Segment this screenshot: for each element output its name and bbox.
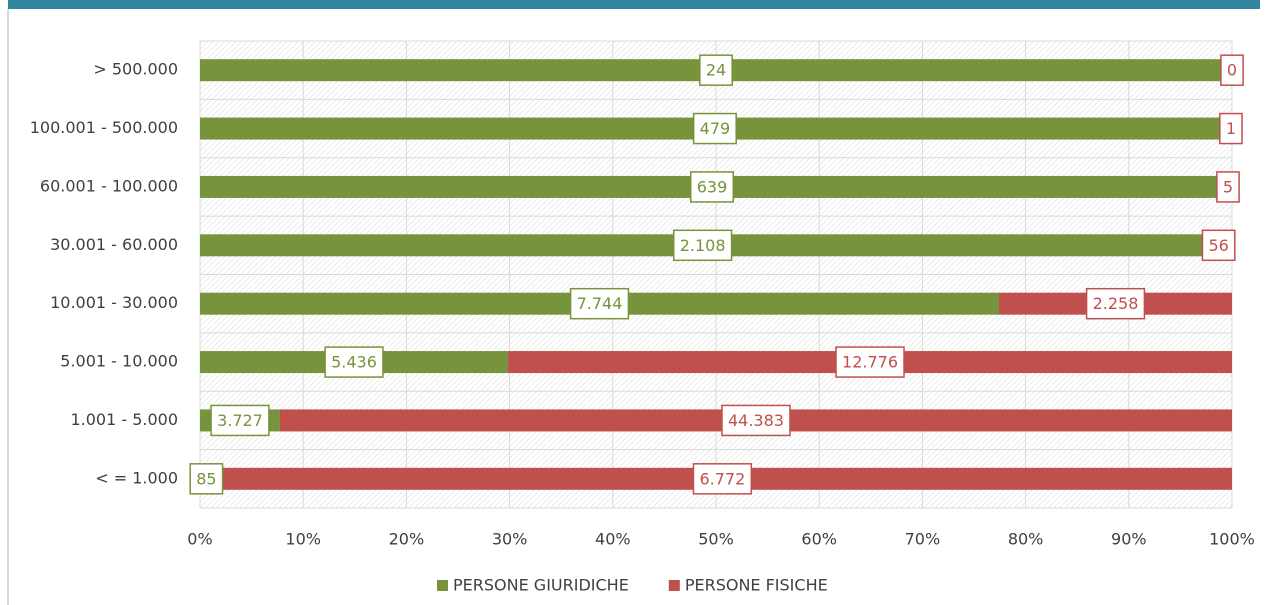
data-label-box (1201, 229, 1236, 262)
marks (200, 59, 1233, 490)
legend-swatch (668, 580, 680, 591)
x-tick-label: 10% (285, 530, 321, 549)
data-label: 0 (1227, 61, 1237, 80)
x-tick-label: 40% (595, 530, 631, 549)
y-tick-label: 1.001 - 5.000 (70, 410, 178, 429)
data-label: 44.383 (728, 411, 784, 430)
data-label: 85 (196, 469, 216, 488)
y-tick-label: > 500.000 (93, 60, 178, 79)
data-label-box (672, 229, 733, 262)
data-label: 12.776 (842, 353, 898, 372)
legend-swatch (437, 580, 448, 591)
data-label: 7.744 (577, 294, 623, 313)
data-label: 639 (697, 177, 728, 196)
data-label: 2.108 (680, 236, 726, 255)
data-label-box (1220, 54, 1244, 86)
data-label: 2.258 (1093, 294, 1139, 313)
data-label-box (189, 463, 224, 495)
data-label: 1 (1226, 119, 1236, 138)
x-tick-label: 0% (187, 530, 212, 549)
y-tick-label: 5.001 - 10.000 (60, 352, 178, 371)
data-label-box (1216, 171, 1240, 203)
data-label-box (324, 346, 384, 378)
data-label-box (210, 404, 270, 437)
legend-label: PERSONE GIURIDICHE (453, 576, 629, 595)
data-label-box (1219, 112, 1243, 145)
y-tick-label: 100.001 - 500.000 (30, 118, 178, 137)
data-label: 3.727 (217, 411, 263, 430)
header-bar (8, 0, 1260, 9)
x-tick-label: 20% (389, 530, 425, 549)
data-label-box (1085, 287, 1146, 320)
data-label: 24 (706, 61, 726, 80)
y-tick-label: 30.001 - 60.000 (50, 235, 178, 254)
labels: > 500.000 24 0 100.001 - 500.000 479 1 60.001 … (30, 54, 1244, 595)
data-label-box (721, 404, 791, 437)
x-tick-label: 80% (1008, 530, 1044, 549)
x-tick-label: 70% (905, 530, 941, 549)
data-label: 5.436 (331, 353, 377, 372)
data-label-box (692, 463, 753, 495)
data-label: 6.772 (699, 469, 745, 488)
data-label-box (569, 287, 630, 320)
data-label-box (692, 112, 737, 145)
data-label: 5 (1223, 177, 1233, 196)
x-tick-label: 30% (492, 530, 528, 549)
data-label-box (689, 171, 735, 203)
x-tick-label: 90% (1111, 530, 1147, 549)
x-tick-label: 100% (1209, 530, 1255, 549)
x-tick-label: 50% (698, 530, 734, 549)
legend-label: PERSONE FISICHE (685, 576, 828, 595)
data-label-box (835, 346, 905, 378)
y-tick-label: < = 1.000 (95, 468, 178, 487)
data-label-box (699, 54, 733, 86)
data-label: 479 (700, 119, 731, 138)
x-tick-label: 60% (801, 530, 837, 549)
y-tick-label: 10.001 - 30.000 (50, 293, 178, 312)
data-label: 56 (1208, 236, 1228, 255)
y-tick-label: 60.001 - 100.000 (40, 176, 178, 195)
